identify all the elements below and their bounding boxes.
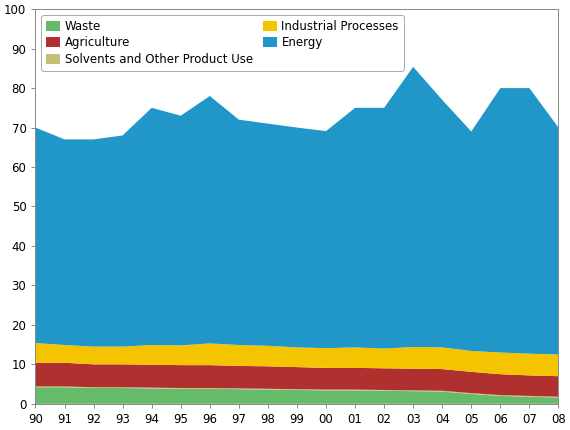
- Legend: Waste, Agriculture, Solvents and Other Product Use, Industrial Processes, Energy: Waste, Agriculture, Solvents and Other P…: [42, 15, 404, 71]
